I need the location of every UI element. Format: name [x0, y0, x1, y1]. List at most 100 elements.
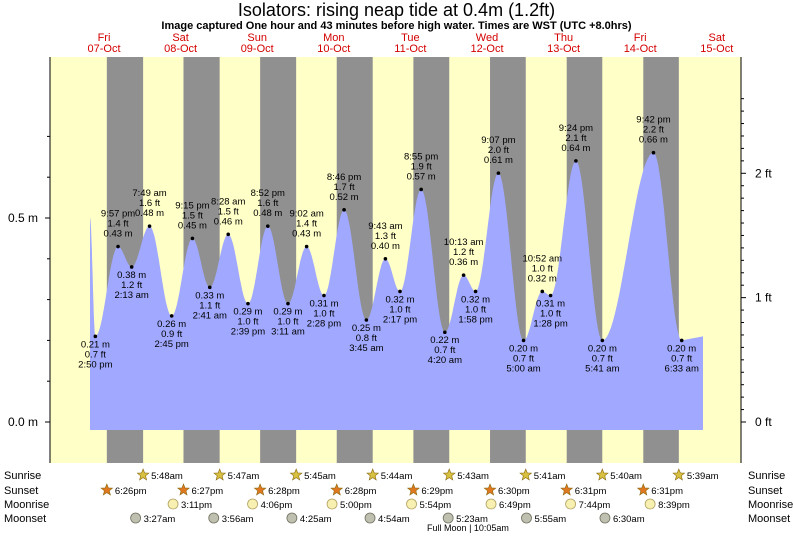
tide-label: 0.46 m [214, 216, 243, 227]
tide-label: 1.4 ft [107, 219, 128, 230]
sunrise-icon [366, 468, 380, 481]
tide-label: 0.33 m [195, 290, 224, 301]
tide-label: 0.21 m [81, 339, 110, 350]
tide-label: 0.40 m [371, 241, 400, 252]
tide-point [383, 257, 388, 261]
day-labels: Fri07-OctSat08-OctSun09-OctMon10-OctTue1… [87, 32, 733, 55]
moonrise-icon [485, 498, 497, 510]
tide-point [116, 244, 120, 249]
tide-point [286, 301, 290, 306]
day-of-week: Mon [323, 32, 344, 44]
moonset-time: 5:23am [456, 514, 488, 525]
tide-point [304, 244, 309, 249]
row-label-left-moonset: Moonset [4, 513, 46, 525]
row-label-right-sunset: Sunset [748, 485, 782, 497]
tide-label: 0.7 ft [85, 349, 106, 360]
tide-label: 9:07 pm [481, 135, 515, 146]
day-date: 09-Oct [241, 43, 274, 55]
tide-label: 8:55 pm [404, 151, 438, 162]
day-of-week: Sat [709, 32, 726, 44]
tide-point [364, 318, 369, 322]
tide-point [651, 150, 656, 155]
tide-label: 1.0 ft [237, 317, 258, 328]
y-tick-label-ft: 1 ft [755, 291, 772, 305]
tide-point [207, 285, 212, 290]
row-label-left-sunrise: Sunrise [4, 470, 41, 482]
sunrise-time: 5:39am [687, 471, 719, 482]
tide-point [169, 314, 174, 318]
tide-label: 0.52 m [330, 192, 359, 203]
moonrise-icon [406, 498, 417, 510]
sunset-time: 6:28pm [268, 486, 300, 497]
tide-label: 0.7 ft [671, 353, 692, 364]
tide-label: 0.20 m [667, 343, 696, 354]
tide-label: 0.7 ft [592, 353, 613, 364]
sunrise-icon [672, 468, 686, 481]
day-of-week: Thu [554, 32, 573, 44]
day-date: 07-Oct [87, 43, 120, 55]
sunset-time: 6:31pm [575, 486, 607, 497]
tide-point [473, 289, 478, 294]
tide-label: 0.61 m [484, 155, 513, 166]
tide-point [461, 273, 466, 277]
tide-label: 1.2 ft [453, 247, 474, 258]
tide-label: 0.8 ft [356, 333, 377, 344]
tide-label: 0.57 m [407, 171, 436, 182]
tide-point [342, 208, 346, 212]
tide-label: 1.9 ft [411, 161, 432, 172]
tide-label: 3:45 am [349, 343, 383, 354]
tide-label: 9:15 pm [175, 200, 209, 211]
tide-point [129, 265, 134, 269]
sunset-time: 6:26pm [115, 486, 147, 497]
tide-label: 1.1 ft [199, 300, 220, 311]
moonrise-time: 6:49pm [499, 500, 531, 511]
tide-label: 2:17 pm [383, 314, 417, 325]
tide-point [600, 338, 605, 343]
tide-label: 1.0 ft [277, 317, 298, 328]
tide-point [548, 293, 553, 298]
tide-label: 0.20 m [509, 343, 538, 354]
tide-water-area [90, 152, 703, 430]
tide-labels: 0.21 m0.7 ft2:50 pm9:57 pm1.4 ft0.43 m0.… [78, 115, 699, 375]
tide-label: 0.48 m [253, 208, 282, 219]
tide-point [398, 289, 402, 294]
sunrise-icon [442, 468, 456, 481]
y-tick-label-ft: 0 ft [755, 415, 772, 429]
row-label-left-sunset: Sunset [4, 485, 38, 497]
moonset-icon [599, 512, 611, 524]
tide-label: 0.29 m [273, 307, 302, 318]
tide-label: 0.25 m [352, 323, 381, 334]
tide-label: 1.0 ft [389, 304, 410, 315]
tide-label: 1.7 ft [334, 182, 355, 193]
moonrise-icon [167, 498, 179, 510]
day-date: 15-Oct [700, 43, 733, 55]
tide-label: 0.32 m [461, 294, 490, 305]
tide-label: 9:57 pm [101, 209, 135, 220]
tide-label: 0.31 m [309, 299, 338, 310]
tide-label: 8:52 pm [251, 188, 285, 199]
tide-label: 2:13 am [115, 290, 149, 301]
moonset-icon [442, 512, 454, 524]
chart-title: Isolators: rising neap tide at 0.4m (1.2… [237, 0, 556, 20]
sunset-icon [177, 483, 190, 496]
tide-label: 1.2 ft [121, 280, 142, 291]
tide-label: 9:24 pm [559, 123, 593, 134]
tide-area [90, 152, 703, 430]
sunset-icon [100, 483, 114, 496]
tide-label: 2:41 am [193, 310, 227, 321]
tide-label: 2:45 pm [155, 339, 189, 350]
moonset-icon [208, 512, 220, 524]
tide-label: 1:58 pm [458, 314, 492, 325]
tide-point [246, 301, 250, 306]
day-date: 14-Oct [624, 43, 657, 55]
sunrise-time: 5:48am [151, 471, 183, 482]
tide-point [265, 224, 270, 228]
sunrise-icon [595, 468, 609, 481]
sunrise-icon [136, 468, 150, 481]
tide-label: 1.0 ft [313, 309, 334, 320]
tide-label: 1.6 ft [139, 198, 160, 209]
tide-label: 2.1 ft [565, 133, 586, 144]
moonset-time: 3:56am [222, 514, 254, 525]
sunrise-time: 5:44am [381, 471, 413, 482]
moonrise-icon [326, 498, 338, 510]
